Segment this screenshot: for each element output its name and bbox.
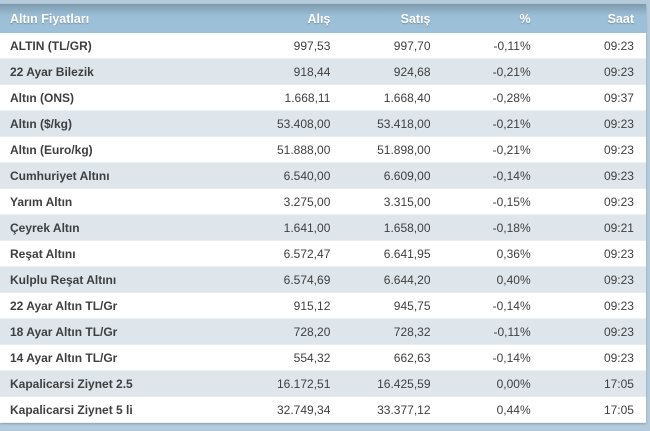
buy-price-cell: 3.275,00 [283, 194, 331, 209]
table-row: ALTIN (TL/GR) 997,53 997,70 -0,11% 09:23 [0, 33, 646, 59]
buy-price-cell: 1.641,00 [283, 220, 331, 235]
table-row: Yarım Altın 3.275,00 3.315,00 -0,15% 09:23 [0, 189, 646, 215]
sell-price-cell: 6.609,00 [383, 168, 431, 183]
change-pct-cell: -0,14% [492, 350, 531, 365]
time-cell: 09:23 [603, 64, 634, 79]
table-row: Kulplu Reşat Altını 6.574,69 6.644,20 0,40%… [0, 267, 646, 293]
sell-price-cell: 6.641,95 [383, 246, 431, 261]
instrument-name-cell: Altın ($/kg) [10, 116, 72, 131]
time-cell: 09:37 [603, 90, 634, 105]
instrument-name-cell: 22 Ayar Altın TL/Gr [10, 298, 118, 313]
instrument-name-cell: Kapalicarsi Ziynet 2.5 [10, 376, 133, 391]
time-cell: 09:23 [603, 116, 634, 131]
table-row: Reşat Altını 6.572,47 6.641,95 0,36% 09:23 [0, 241, 646, 267]
header-change-pct: % [519, 11, 531, 26]
sell-price-cell: 728,32 [393, 324, 431, 339]
buy-price-cell: 53.408,00 [276, 116, 331, 131]
instrument-name-cell: 22 Ayar Bilezik [10, 64, 94, 79]
buy-price-cell: 1.668,11 [284, 90, 331, 105]
change-pct-cell: -0,21% [492, 64, 531, 79]
table-row: Çeyrek Altın 1.641,00 1.658,00 -0,18% 09:21 [0, 215, 646, 241]
sell-price-cell: 16.425,59 [377, 376, 431, 391]
instrument-name-cell: 14 Ayar Altın TL/Gr [10, 350, 118, 365]
change-pct-cell: -0,18% [492, 220, 531, 235]
sell-price-cell: 3.315,00 [383, 194, 431, 209]
time-cell: 09:23 [603, 194, 634, 209]
table-row: Kapalicarsi Ziynet 5 li 32.749,34 33.377,1… [0, 397, 646, 423]
table-row: Cumhuriyet Altını 6.540,00 6.609,00 -0,14% 0… [0, 163, 646, 189]
table-row: 18 Ayar Altın TL/Gr 728,20 728,32 -0,11% 09:… [0, 319, 646, 345]
time-cell: 09:23 [603, 272, 634, 287]
change-pct-cell: -0,11% [493, 324, 531, 339]
change-pct-cell: -0,28% [492, 90, 531, 105]
table-row: Kapalicarsi Ziynet 2.5 16.172,51 16.425,59… [0, 371, 646, 397]
time-cell: 09:23 [603, 142, 634, 157]
buy-price-cell: 51.888,00 [276, 142, 331, 157]
sell-price-cell: 33.377,12 [377, 402, 431, 417]
change-pct-cell: -0,11% [493, 38, 531, 53]
sell-price-cell: 924,68 [393, 64, 431, 79]
table-body: ALTIN (TL/GR) 997,53 997,70 -0,11% 09:23 22 A… [0, 33, 646, 423]
sell-price-cell: 51.898,00 [377, 142, 431, 157]
buy-price-cell: 997,53 [293, 38, 331, 53]
header-time: Saat [607, 11, 634, 26]
sell-price-cell: 1.658,00 [383, 220, 431, 235]
table-row: 22 Ayar Bilezik 918,44 924,68 -0,21% 09:23 [0, 59, 646, 85]
instrument-name-cell: Yarım Altın [10, 194, 73, 209]
instrument-name-cell: Kulplu Reşat Altını [10, 272, 117, 287]
change-pct-cell: 0,00% [496, 376, 531, 391]
change-pct-cell: -0,14% [492, 298, 531, 313]
sell-price-cell: 6.644,20 [383, 272, 431, 287]
instrument-name-cell: Altın (ONS) [10, 90, 74, 105]
time-cell: 17:05 [603, 376, 634, 391]
buy-price-cell: 915,12 [293, 298, 331, 313]
instrument-name-cell: Kapalicarsi Ziynet 5 li [10, 402, 133, 417]
time-cell: 09:23 [603, 38, 634, 53]
buy-price-cell: 6.574,69 [283, 272, 331, 287]
change-pct-cell: 0,40% [496, 272, 531, 287]
time-cell: 09:23 [603, 324, 634, 339]
time-cell: 17:05 [603, 402, 634, 417]
sell-price-cell: 53.418,00 [377, 116, 431, 131]
instrument-name-cell: Çeyrek Altın [10, 220, 80, 235]
instrument-name-cell: 18 Ayar Altın TL/Gr [10, 324, 118, 339]
header-instrument: Altın Fiyatları [10, 11, 90, 26]
sell-price-cell: 945,75 [393, 298, 431, 313]
table-row: Altın (Euro/kg) 51.888,00 51.898,00 -0,21% 0… [0, 137, 646, 163]
change-pct-cell: -0,21% [492, 142, 531, 157]
sell-price-cell: 1.668,40 [383, 90, 431, 105]
instrument-name-cell: Altın (Euro/kg) [10, 142, 93, 157]
buy-price-cell: 16.172,51 [276, 376, 331, 391]
instrument-name-cell: Reşat Altını [10, 246, 76, 261]
time-cell: 09:21 [603, 220, 634, 235]
gold-prices-table: Altın Fiyatları Alış Satış % Saat ALTIN … [0, 4, 646, 423]
header-buy-price: Alış [307, 11, 331, 26]
time-cell: 09:23 [603, 298, 634, 313]
change-pct-cell: 0,44% [496, 402, 531, 417]
table-row: Altın (ONS) 1.668,11 1.668,40 -0,28% 09:37 [0, 85, 646, 111]
time-cell: 09:23 [603, 350, 634, 365]
buy-price-cell: 6.572,47 [283, 246, 331, 261]
table-row: 14 Ayar Altın TL/Gr 554,32 662,63 -0,14% 09:… [0, 345, 646, 371]
buy-price-cell: 6.540,00 [283, 168, 331, 183]
instrument-name-cell: ALTIN (TL/GR) [10, 38, 92, 53]
table-header-row: Altın Fiyatları Alış Satış % Saat [0, 4, 646, 33]
change-pct-cell: 0,36% [496, 246, 531, 261]
table-row: Altın ($/kg) 53.408,00 53.418,00 -0,21% 09:2… [0, 111, 646, 137]
table-row: 22 Ayar Altın TL/Gr 915,12 945,75 -0,14% 09:… [0, 293, 646, 319]
sell-price-cell: 662,63 [393, 350, 431, 365]
sell-price-cell: 997,70 [393, 38, 431, 53]
change-pct-cell: -0,21% [492, 116, 531, 131]
buy-price-cell: 32.749,34 [276, 402, 331, 417]
buy-price-cell: 918,44 [293, 64, 331, 79]
change-pct-cell: -0,14% [492, 168, 531, 183]
header-sell-price: Satış [400, 11, 431, 26]
buy-price-cell: 728,20 [293, 324, 331, 339]
instrument-name-cell: Cumhuriyet Altını [10, 168, 110, 183]
buy-price-cell: 554,32 [293, 350, 331, 365]
change-pct-cell: -0,15% [492, 194, 531, 209]
time-cell: 09:23 [603, 246, 634, 261]
time-cell: 09:23 [603, 168, 634, 183]
